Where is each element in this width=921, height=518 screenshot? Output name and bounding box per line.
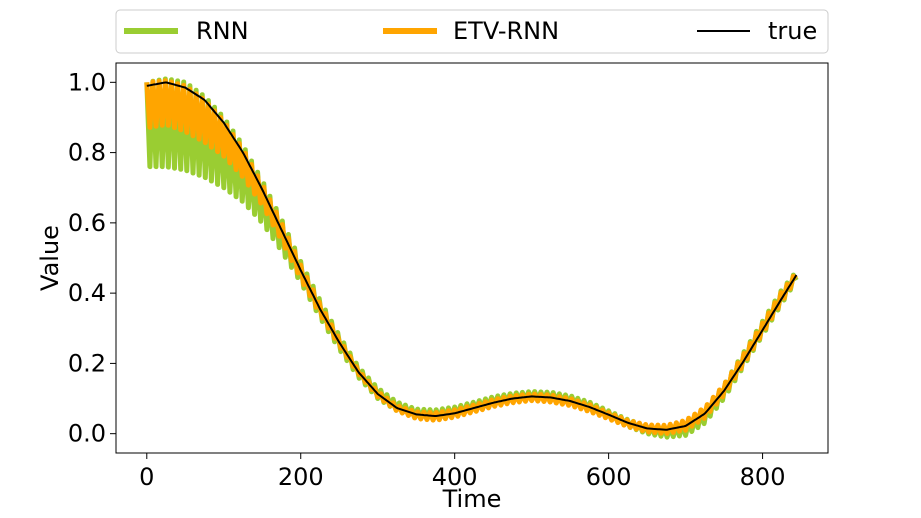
x-axis-title: Time — [442, 485, 502, 513]
series-band-etv-rnn — [144, 78, 798, 436]
y-axis: 0.0 0.2 0.4 0.6 0.8 1.0 — [68, 68, 116, 448]
plot-area — [144, 76, 799, 440]
series-line-true — [146, 81, 798, 431]
y-tick-label: 1.0 — [68, 68, 106, 96]
series-band-rnn — [144, 76, 799, 440]
legend-label-etv-rnn: ETV-RNN — [453, 17, 559, 45]
legend: RNN ETV-RNN true — [115, 9, 829, 54]
y-tick-label: 0.2 — [68, 349, 106, 377]
y-axis-title: Value — [36, 225, 64, 291]
y-tick-label: 0.6 — [68, 209, 106, 237]
x-tick-label: 0 — [139, 463, 154, 491]
y-tick-label: 0.4 — [68, 279, 106, 307]
x-tick-label: 400 — [432, 463, 478, 491]
legend-label-true: true — [768, 17, 817, 45]
legend-frame — [115, 9, 829, 54]
x-tick-label: 600 — [586, 463, 632, 491]
y-tick-label: 0.0 — [68, 420, 106, 448]
legend-label-rnn: RNN — [196, 17, 249, 45]
x-axis: 0 200 400 600 800 — [139, 453, 785, 491]
y-tick-label: 0.8 — [68, 139, 106, 167]
x-tick-label: 200 — [278, 463, 324, 491]
x-tick-label: 800 — [740, 463, 786, 491]
plot-frame — [115, 62, 829, 454]
